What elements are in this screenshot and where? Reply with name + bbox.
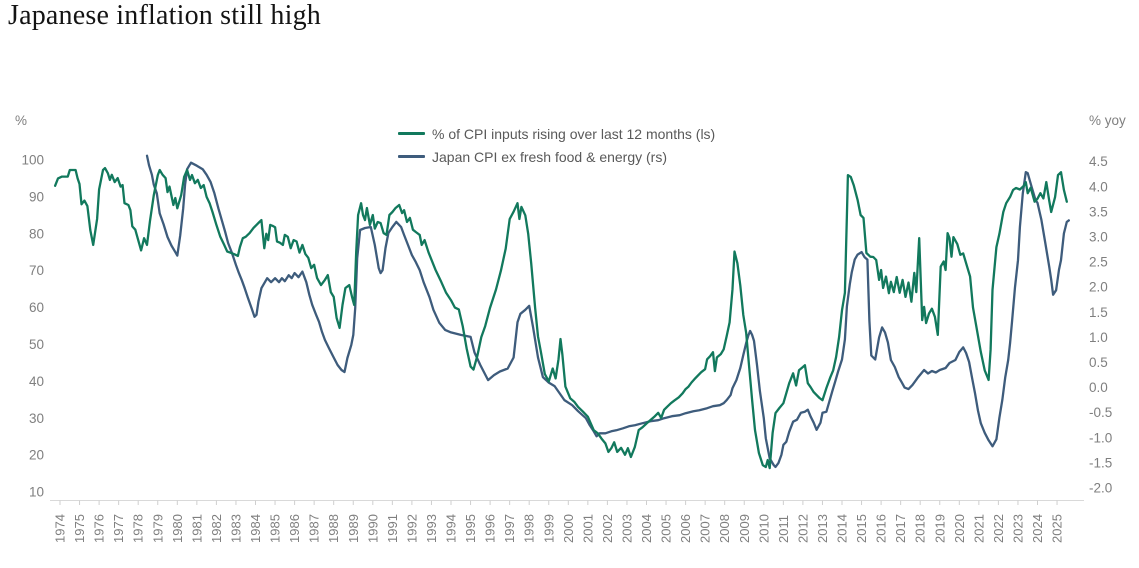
x-axis-year-label: 1994 bbox=[444, 514, 459, 543]
left-axis-tick-label: 10 bbox=[29, 485, 44, 500]
right-axis-tick-label: 2.5 bbox=[1089, 255, 1108, 270]
x-axis-year-label: 2024 bbox=[1030, 514, 1045, 543]
x-axis-year-label: 1988 bbox=[326, 514, 341, 543]
x-axis-year-label: 1990 bbox=[365, 514, 380, 543]
x-axis-year-label: 1986 bbox=[287, 514, 302, 543]
x-axis-year-label: 1981 bbox=[189, 514, 204, 543]
legend-item: % of CPI inputs rising over last 12 mont… bbox=[398, 122, 715, 145]
x-axis-year-label: 1992 bbox=[404, 514, 419, 543]
legend: % of CPI inputs rising over last 12 mont… bbox=[398, 122, 715, 168]
right-axis-tick-label: -1.5 bbox=[1089, 455, 1112, 470]
x-axis-year-label: 2008 bbox=[717, 514, 732, 543]
right-axis-tick-label: 2.0 bbox=[1089, 280, 1108, 295]
x-axis-year-label: 2012 bbox=[795, 514, 810, 543]
right-axis-tick-label: -1.0 bbox=[1089, 430, 1112, 445]
x-axis-year-label: 2007 bbox=[698, 514, 713, 543]
x-axis-year-label: 1978 bbox=[131, 514, 146, 543]
right-axis-tick-label: -2.0 bbox=[1089, 481, 1112, 496]
x-axis-year-label: 1997 bbox=[502, 514, 517, 543]
legend-line-swatch-green bbox=[398, 132, 425, 135]
right-axis-tick-label: 4.0 bbox=[1089, 179, 1108, 194]
x-axis-year-label: 2009 bbox=[737, 514, 752, 543]
x-axis-year-label: 1989 bbox=[346, 514, 361, 543]
x-axis-year-label: 2013 bbox=[815, 514, 830, 543]
right-axis-tick-label: 3.0 bbox=[1089, 230, 1108, 245]
left-axis-unit-label: % bbox=[15, 113, 28, 128]
x-axis-year-label: 2015 bbox=[854, 514, 869, 543]
x-axis-year-label: 1977 bbox=[111, 514, 126, 543]
x-axis-year-label: 1976 bbox=[92, 514, 107, 543]
left-axis-tick-label: 20 bbox=[29, 448, 44, 463]
x-axis-year-label: 2003 bbox=[619, 514, 634, 543]
x-axis-year-label: 2002 bbox=[600, 514, 615, 543]
x-axis-year-label: 1991 bbox=[385, 514, 400, 543]
right-axis-unit-label: % yoy bbox=[1089, 113, 1126, 128]
x-axis-year-label: 2018 bbox=[913, 514, 928, 543]
x-axis-year-label: 2010 bbox=[756, 514, 771, 543]
x-axis-year-label: 2023 bbox=[1010, 514, 1025, 543]
series-line-cpi-inputs-rising bbox=[53, 166, 1068, 470]
left-axis-tick-label: 100 bbox=[21, 153, 44, 168]
right-axis-tick-label: 0.5 bbox=[1089, 355, 1108, 370]
x-axis-year-label: 2001 bbox=[580, 514, 595, 543]
x-axis-year-label: 2021 bbox=[971, 514, 986, 543]
left-axis-tick-label: 70 bbox=[29, 263, 44, 278]
right-axis-tick-label: -0.5 bbox=[1089, 405, 1112, 420]
x-axis-year-label: 2011 bbox=[776, 515, 791, 543]
right-axis-tick-label: 4.5 bbox=[1089, 154, 1108, 169]
x-axis-year-label: 1980 bbox=[170, 514, 185, 543]
legend-item: Japan CPI ex fresh food & energy (rs) bbox=[398, 145, 715, 168]
x-axis-year-label: 1995 bbox=[463, 514, 478, 543]
right-axis-tick-label: 1.0 bbox=[1089, 330, 1108, 345]
x-axis-year-label: 1984 bbox=[248, 514, 263, 543]
x-axis-year-label: 1979 bbox=[150, 514, 165, 543]
left-axis-tick-label: 50 bbox=[29, 337, 44, 352]
x-axis-year-label: 2019 bbox=[932, 514, 947, 543]
left-axis-tick-label: 60 bbox=[29, 300, 44, 315]
x-axis-year-label: 1996 bbox=[483, 514, 498, 543]
legend-label: % of CPI inputs rising over last 12 mont… bbox=[432, 125, 716, 142]
x-axis-year-label: 2005 bbox=[659, 514, 674, 543]
x-axis-year-label: 2022 bbox=[991, 514, 1006, 543]
chart-title: Japanese inflation still high bbox=[8, 0, 321, 31]
left-axis-tick-label: 40 bbox=[29, 374, 44, 389]
x-axis-year-label: 1974 bbox=[53, 514, 68, 543]
right-axis-tick-label: 1.5 bbox=[1089, 305, 1108, 320]
x-axis-year-label: 1993 bbox=[424, 514, 439, 543]
left-axis-tick-label: 90 bbox=[29, 189, 44, 204]
x-axis-year-label: 2000 bbox=[561, 514, 576, 543]
x-axis-year-label: 1985 bbox=[268, 514, 283, 543]
x-axis-year-label: 1998 bbox=[522, 514, 537, 543]
x-axis-year-label: 2004 bbox=[639, 514, 654, 543]
right-axis-tick-label: 0.0 bbox=[1089, 380, 1108, 395]
x-axis-year-label: 1983 bbox=[228, 514, 243, 543]
legend-label: Japan CPI ex fresh food & energy (rs) bbox=[432, 148, 667, 165]
right-axis-tick-label: 3.5 bbox=[1089, 204, 1108, 219]
x-axis-year-label: 2017 bbox=[893, 514, 908, 543]
x-axis-year-label: 1982 bbox=[209, 514, 224, 543]
x-axis-year-label: 2020 bbox=[952, 514, 967, 543]
left-axis-tick-label: 80 bbox=[29, 226, 44, 241]
x-axis-year-label: 1999 bbox=[541, 514, 556, 543]
left-axis-tick-label: 30 bbox=[29, 411, 44, 426]
x-axis-year-label: 2025 bbox=[1050, 514, 1065, 543]
x-axis-year-label: 2016 bbox=[874, 514, 889, 543]
legend-line-swatch-blue bbox=[398, 155, 425, 158]
x-axis-year-label: 2006 bbox=[678, 514, 693, 543]
x-axis-year-label: 1987 bbox=[307, 514, 322, 543]
x-axis-year-label: 2014 bbox=[835, 514, 850, 543]
x-axis-year-label: 1975 bbox=[72, 514, 87, 543]
